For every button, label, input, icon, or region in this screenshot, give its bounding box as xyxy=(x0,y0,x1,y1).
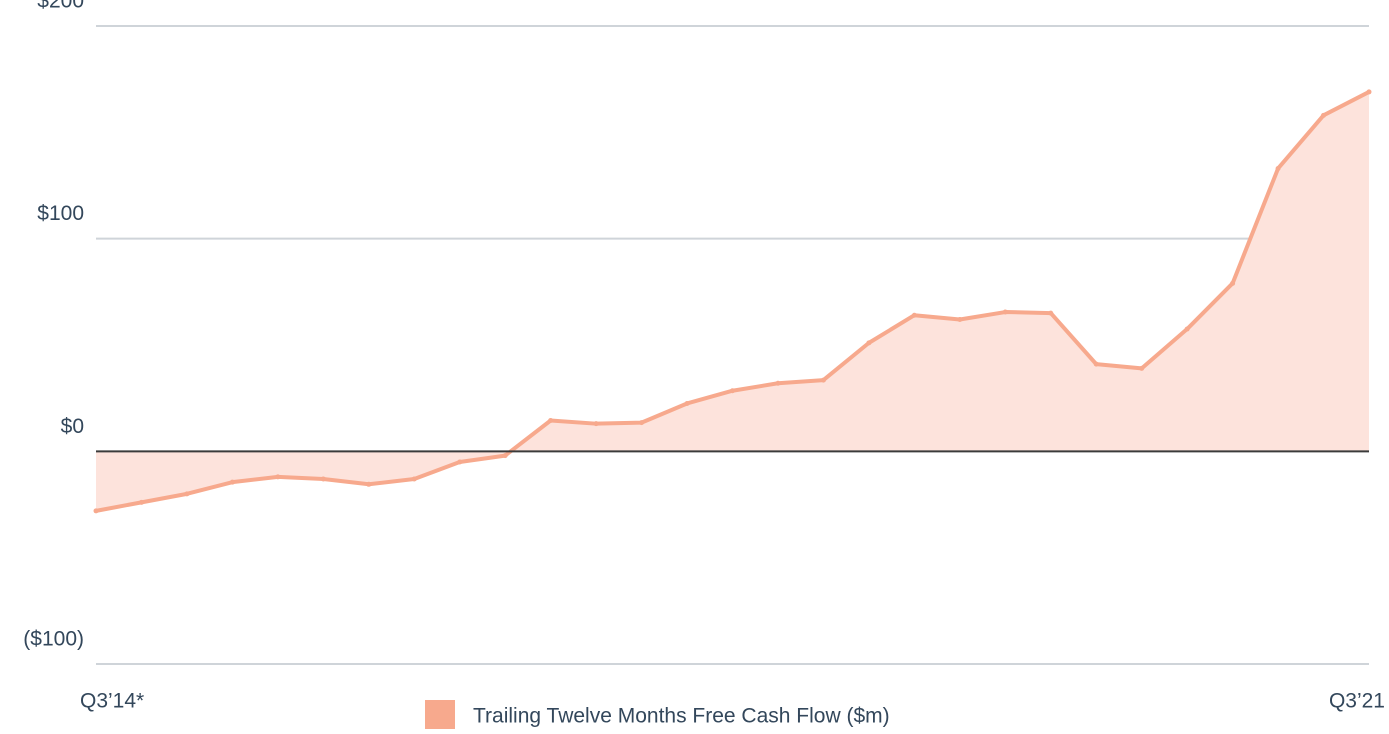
point xyxy=(1048,310,1054,316)
x-tick-label: Q3’14* xyxy=(80,690,144,713)
point xyxy=(1321,112,1327,118)
point xyxy=(229,479,235,485)
point xyxy=(1184,326,1190,332)
point xyxy=(957,316,963,322)
y-tick-label: $0 xyxy=(61,415,84,438)
point xyxy=(138,499,144,505)
point xyxy=(593,421,599,427)
point xyxy=(93,508,99,514)
point xyxy=(1002,309,1008,315)
point xyxy=(1275,165,1281,171)
y-tick-label: $200 xyxy=(37,0,84,13)
point xyxy=(548,417,554,423)
point xyxy=(639,420,645,426)
point xyxy=(1139,365,1145,371)
point xyxy=(366,481,372,487)
point xyxy=(411,476,417,482)
point xyxy=(275,474,281,480)
point xyxy=(775,380,781,386)
y-tick-label: $100 xyxy=(37,202,84,225)
y-tick-label: ($100) xyxy=(23,628,84,651)
point xyxy=(457,459,463,465)
point xyxy=(184,491,190,497)
point xyxy=(1230,280,1236,286)
point xyxy=(1093,361,1099,367)
point xyxy=(1366,89,1372,95)
point xyxy=(820,377,826,383)
point xyxy=(730,388,735,394)
point xyxy=(320,476,326,482)
legend-label: Trailing Twelve Months Free Cash Flow ($… xyxy=(473,705,890,728)
point xyxy=(684,400,690,406)
point xyxy=(502,453,508,459)
x-tick-label: Q3’21 xyxy=(1329,690,1385,713)
legend-swatch xyxy=(425,700,455,729)
area-fill xyxy=(96,91,1369,511)
point xyxy=(866,340,872,346)
point xyxy=(911,312,917,318)
